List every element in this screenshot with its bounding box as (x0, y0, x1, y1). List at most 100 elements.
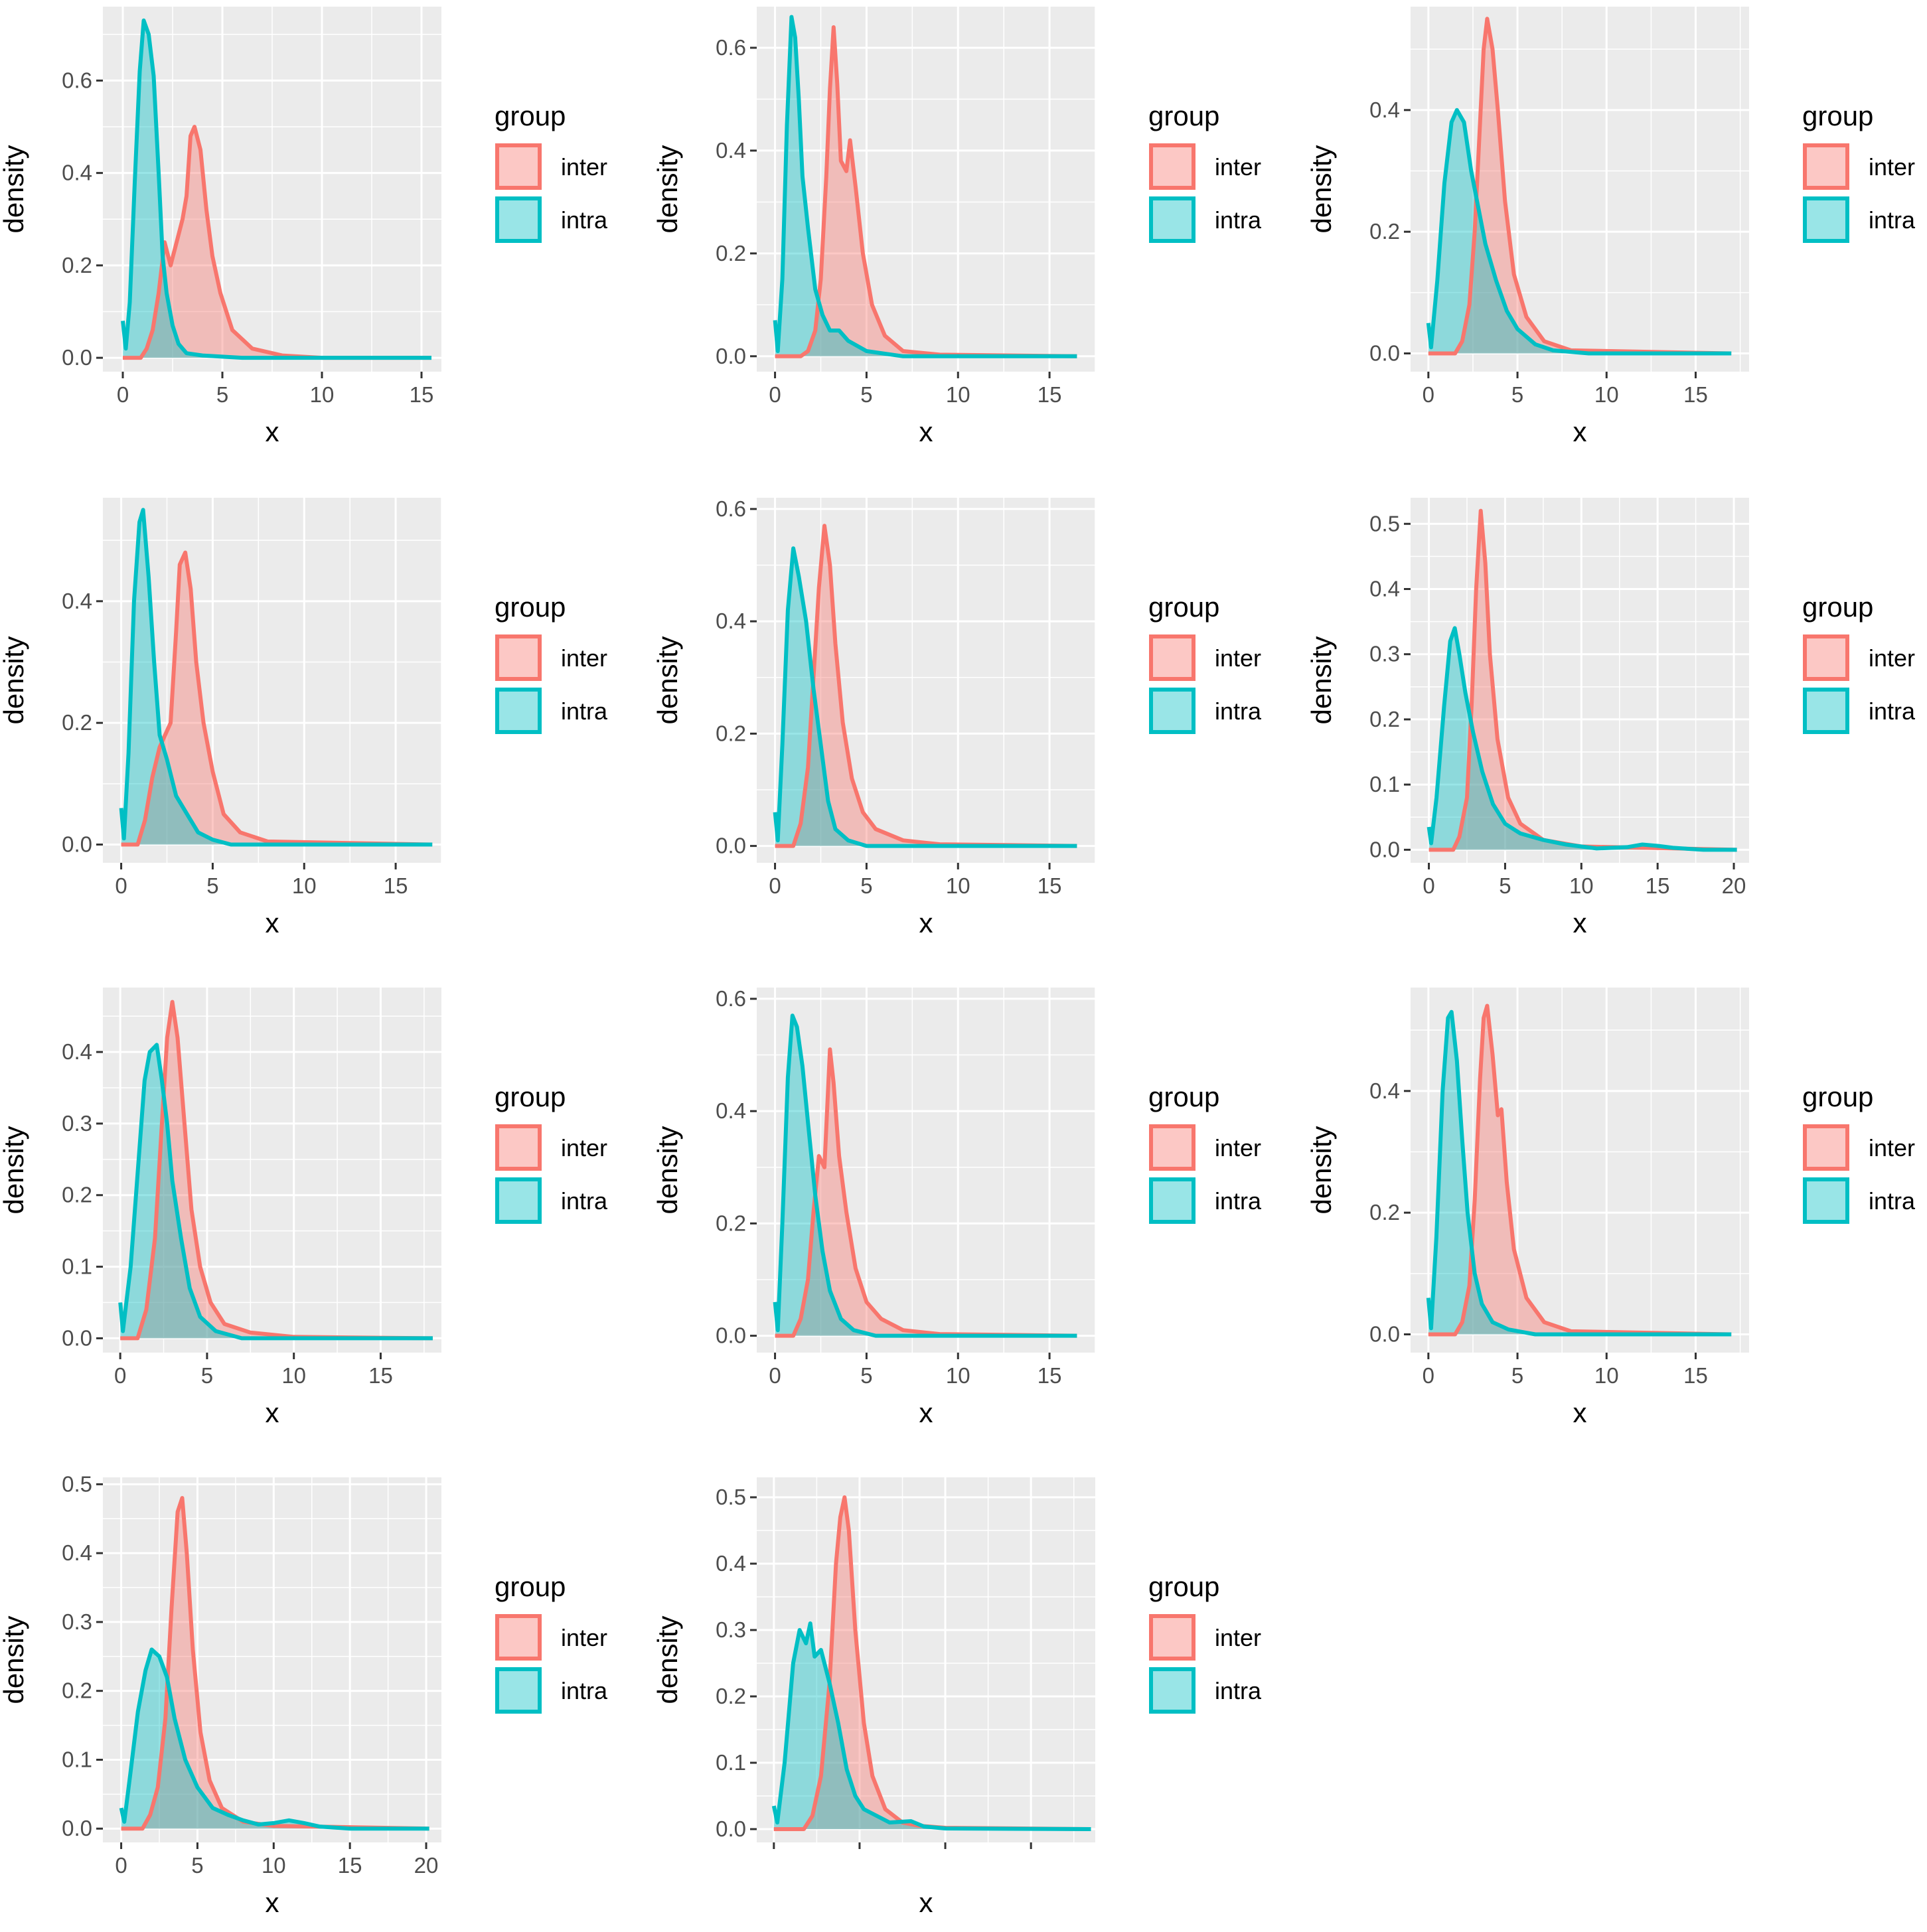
y-tick-label: 0.0 (62, 1816, 92, 1840)
x-axis-title: x (919, 1397, 933, 1428)
legend-label-inter: inter (561, 1134, 607, 1161)
legend-key-inter (495, 1614, 542, 1661)
density-area-inter (775, 27, 1077, 356)
x-tick-label: 5 (860, 1363, 872, 1388)
legend-title: group (1148, 591, 1219, 623)
x-tick-label: 10 (946, 1363, 970, 1388)
density-area-intra (1428, 110, 1732, 354)
legend-label-inter: inter (561, 644, 607, 672)
gridlines (757, 1477, 1095, 1842)
x-axis-title: x (266, 1887, 279, 1918)
legend-label-intra: intra (1869, 206, 1916, 234)
y-axis-title: density (1306, 636, 1337, 724)
x-tick-label: 10 (310, 382, 335, 407)
panel-3: 0 5 10 15 0.0 0.2 0.4 x density group inter intra (1306, 7, 1916, 447)
density-area-inter (775, 1049, 1077, 1336)
legend-key-intra (495, 1177, 542, 1224)
x-tick-label: 15 (1038, 382, 1062, 407)
x-axis-title: x (266, 1397, 279, 1428)
x-tick-label: 15 (368, 1363, 393, 1388)
legend-title: group (1802, 591, 1873, 623)
density-area-intra (121, 510, 433, 845)
gridlines (757, 7, 1096, 372)
x-tick-label: 5 (860, 873, 872, 898)
x-tick-label: 0 (117, 382, 129, 407)
y-tick-label: 0.4 (62, 1540, 92, 1565)
y-tick-label: 0.0 (62, 345, 92, 370)
y-tick-label: 0.0 (62, 832, 92, 857)
y-tick-label: 0.2 (716, 1684, 746, 1708)
y-tick-label: 0.2 (716, 241, 746, 265)
legend-key-inter (1803, 634, 1849, 681)
legend-label-intra: intra (1215, 1677, 1262, 1704)
density-line-inter (123, 125, 431, 360)
legend-label-inter: inter (1869, 644, 1915, 672)
x-tick-label: 5 (860, 382, 872, 407)
legend-key-intra (495, 196, 542, 243)
legend-key-inter (1149, 634, 1195, 681)
x-tick-label: 15 (1038, 1363, 1062, 1388)
legend-label-intra: intra (1215, 1187, 1262, 1215)
panel-8: 0 5 10 15 0.0 0.2 0.4 0.6 x density group inter intr… (652, 986, 1262, 1428)
density-line-inter (775, 1047, 1077, 1338)
legend-key-intra (1149, 196, 1195, 243)
x-tick-label: 5 (1511, 382, 1523, 407)
x-axis-title: x (266, 416, 279, 447)
y-axis-title: density (652, 636, 683, 724)
x-tick-label: 5 (201, 1363, 213, 1388)
panel-background (757, 1477, 1095, 1842)
legend-label-inter: inter (1215, 1624, 1261, 1651)
legend: group inter intra (495, 1571, 608, 1714)
density-line-intra (1426, 626, 1737, 852)
gridlines (757, 988, 1096, 1353)
legend: group inter intra (495, 1081, 608, 1224)
y-axis-title: density (652, 1126, 683, 1214)
x-tick-label: 10 (946, 382, 970, 407)
density-line-intra (121, 18, 431, 360)
y-tick-label: 0.0 (716, 1323, 746, 1348)
y-tick-label: 0.4 (62, 1039, 92, 1064)
legend: group inter intra (1802, 100, 1916, 243)
legend-label-intra: intra (561, 698, 608, 725)
legend-label-intra: intra (561, 1187, 608, 1215)
legend: group inter intra (495, 591, 608, 734)
x-tick-label: 15 (1683, 382, 1708, 407)
legend: group inter intra (1802, 591, 1916, 734)
legend-key-inter (495, 143, 542, 190)
x-axis-title: x (1573, 416, 1587, 447)
y-tick-label: 0.6 (62, 68, 92, 92)
legend-title: group (1148, 100, 1219, 131)
y-axis-title: density (652, 145, 683, 233)
y-tick-label: 0.4 (1369, 1078, 1400, 1103)
y-tick-label: 0.2 (1369, 1200, 1400, 1225)
y-tick-label: 0.2 (62, 1678, 92, 1703)
y-tick-label: 0.4 (716, 138, 746, 163)
legend-title: group (1802, 1081, 1873, 1112)
gridlines (103, 7, 441, 372)
legend-label-intra: intra (561, 1677, 608, 1704)
density-area-inter (121, 1498, 429, 1829)
density-area-inter (120, 1002, 433, 1339)
legend-key-intra (1149, 1667, 1195, 1714)
legend: group inter intra (1802, 1081, 1916, 1224)
density-area-inter (121, 552, 433, 845)
x-axis-title: x (919, 907, 933, 938)
x-tick-label: 10 (1594, 382, 1619, 407)
density-area-inter (1428, 19, 1732, 354)
legend-key-inter (495, 1124, 542, 1171)
density-line-intra (119, 1647, 429, 1831)
legend-label-intra: intra (1869, 698, 1916, 725)
x-tick-label: 10 (262, 1853, 286, 1878)
x-tick-label: 10 (1594, 1363, 1619, 1388)
legend-label-intra: intra (561, 206, 608, 234)
y-tick-label: 0.0 (1369, 1322, 1400, 1347)
legend-key-inter (1803, 1124, 1849, 1171)
panel-7: 0 5 10 15 0.0 0.1 0.2 0.3 0.4 x density group inter i… (0, 988, 608, 1428)
density-line-inter (1428, 508, 1737, 852)
density-area-intra (775, 548, 1077, 846)
x-axis-title: x (919, 416, 933, 447)
y-axis-title: density (0, 1126, 29, 1214)
y-tick-label: 0.2 (1369, 219, 1400, 244)
y-tick-label: 0.4 (1369, 577, 1400, 601)
x-axis-title: x (266, 907, 279, 938)
